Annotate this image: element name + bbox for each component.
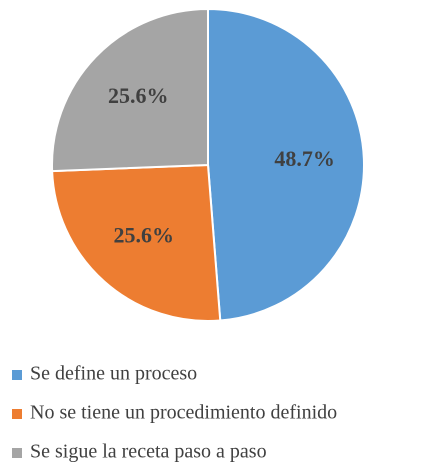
data-label: 48.7% (274, 146, 335, 171)
data-label: 25.6% (114, 222, 175, 247)
pie-slice (51, 7, 209, 173)
legend-label: Se sigue la receta paso a paso (30, 441, 267, 463)
legend-label: No se tiene un procedimiento definido (30, 402, 337, 424)
legend-swatch (12, 448, 22, 458)
data-label: 25.6% (108, 83, 169, 108)
pie-slice (51, 163, 222, 322)
legend-swatch (12, 409, 22, 419)
pie-slice (207, 7, 365, 322)
legend-swatch (12, 370, 22, 380)
legend-label: Se define un proceso (30, 363, 197, 385)
